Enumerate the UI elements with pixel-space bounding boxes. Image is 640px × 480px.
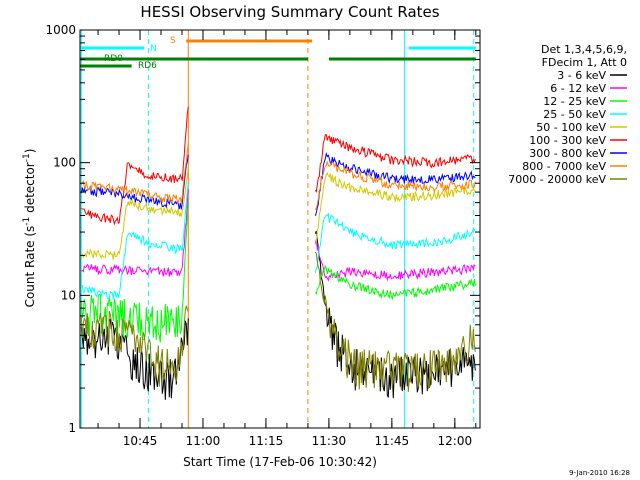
x-tick-label: 12:00 <box>438 434 473 448</box>
legend-entry-label: 7000 - 20000 keV <box>508 173 606 186</box>
legend-entry-label: 6 - 12 keV <box>550 82 606 95</box>
legend-entry-label: 50 - 100 keV <box>536 121 606 134</box>
x-tick-label: 11:45 <box>375 434 410 448</box>
flag-label: RD6 <box>138 61 157 71</box>
series-line <box>80 202 476 343</box>
y-axis-label-sup2: -1 <box>22 153 32 162</box>
series-lines <box>80 106 476 400</box>
legend-header-detectors: Det 1,3,4,5,6,9, <box>541 43 627 56</box>
x-tick-label: 11:00 <box>186 434 221 448</box>
y-axis-label-mid: detector <box>23 162 37 217</box>
x-axis-label: Start Time (17-Feb-06 10:30:42) <box>183 455 377 469</box>
series-line <box>80 251 476 392</box>
legend-entry-label: 800 - 7000 keV <box>522 160 606 173</box>
y-axis-label-sup1: -1 <box>22 217 32 226</box>
legend-entry-label: 300 - 800 keV <box>529 147 606 160</box>
series-line <box>80 181 476 300</box>
legend-header-fdecim: FDecim 1, Att 0 <box>542 56 627 69</box>
x-tick-label: 11:15 <box>249 434 284 448</box>
y-axis-label-main: Count Rate (s <box>23 226 37 308</box>
chart-title: HESSI Observing Summary Count Rates <box>140 3 439 21</box>
y-axis-label: Count Rate (s-1 detector-1) <box>22 149 37 308</box>
timestamp: 9-Jan-2010 16:28 <box>569 469 630 477</box>
series-line <box>81 106 476 226</box>
series-line <box>81 189 476 282</box>
flag-label: RD0 <box>104 54 123 64</box>
legend: Det 1,3,4,5,6,9, FDecim 1, Att 0 3 - 6 k… <box>508 43 627 186</box>
legend-entry-label: 12 - 25 keV <box>543 95 606 108</box>
y-tick-label: 100 <box>53 156 76 170</box>
x-tick-label: 10:45 <box>123 434 158 448</box>
legend-entry-label: 100 - 300 keV <box>529 134 606 147</box>
plot-frame <box>79 29 481 429</box>
y-axis-label-end: ) <box>23 149 37 154</box>
flag-label: N <box>150 44 157 54</box>
y-tick-label: 1000 <box>45 23 76 37</box>
legend-entry-label: 3 - 6 keV <box>557 69 606 82</box>
y-tick-label: 10 <box>61 288 76 302</box>
legend-entry-label: 25 - 50 keV <box>543 108 606 121</box>
flag-bars: N S RD0 RD6 <box>80 36 476 71</box>
series-line <box>80 143 476 210</box>
y-tick-label: 1 <box>68 421 76 435</box>
axes: 1 10 100 1000 10:45 11:00 11:15 11:30 11:45 12:00 <box>45 23 481 448</box>
x-tick-label: 11:30 <box>312 434 347 448</box>
flag-label: S <box>170 36 176 46</box>
series-line <box>80 165 476 260</box>
